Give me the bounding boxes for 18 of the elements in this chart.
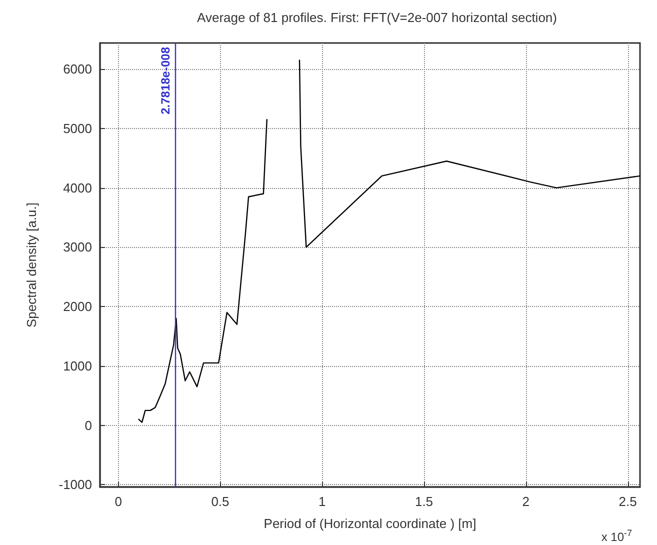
x-tick-label: 1.5 [414, 494, 434, 509]
x-tick-label: 2 [522, 494, 530, 509]
x-axis-title: Period of (Horizontal coordinate ) [m] [264, 516, 476, 531]
x-tick-label: 1 [318, 494, 326, 509]
y-tick-label: 2000 [63, 299, 92, 314]
y-axis-title: Spectral density [a.u.] [24, 202, 39, 328]
y-tick-label: -1000 [58, 477, 92, 492]
y-tick-label: 5000 [63, 120, 92, 136]
x-tick-label: 2.5 [618, 494, 637, 509]
x-tick-label: 0.5 [211, 494, 230, 509]
chart-title: Average of 81 profiles. First: FFT(V=2e-007 horizontal section) [197, 10, 557, 25]
y-tick-label: 6000 [63, 62, 92, 77]
y-tick-label: 3000 [63, 240, 92, 255]
y-tick-label: 1000 [63, 358, 92, 374]
x-tick-label: 0 [114, 494, 122, 509]
y-tick-label: 0 [84, 418, 92, 433]
y-tick-label: 4000 [63, 180, 92, 196]
ref-line-label: 2.7818e-008 [158, 46, 172, 114]
